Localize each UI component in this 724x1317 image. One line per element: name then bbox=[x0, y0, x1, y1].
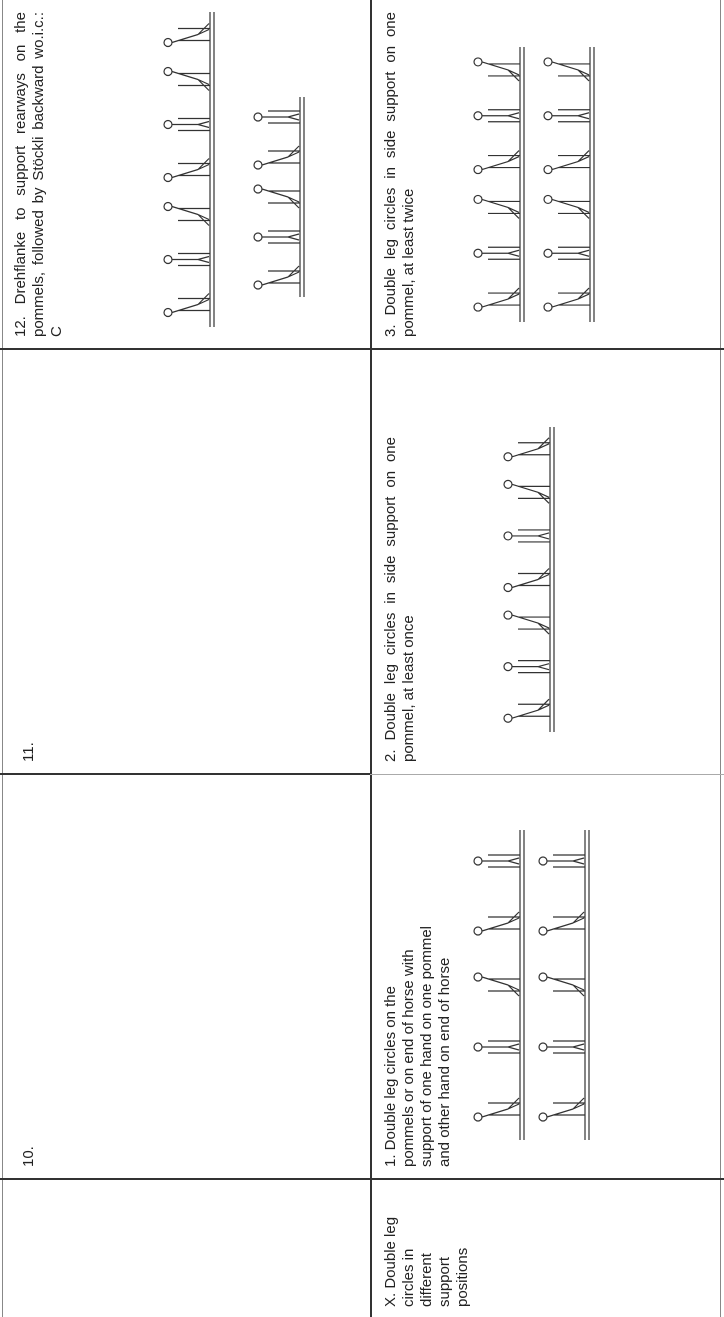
gymnast-figure bbox=[538, 856, 548, 866]
gymnast-figure bbox=[547, 1040, 585, 1054]
gymnast-figure bbox=[551, 198, 590, 219]
gymnast-figure bbox=[503, 582, 513, 593]
gymnast-figure bbox=[473, 248, 483, 258]
gymnast-figure bbox=[253, 184, 263, 194]
gymnast-figure bbox=[546, 1097, 585, 1118]
gymnast-figure bbox=[482, 246, 520, 260]
gymnast-figure bbox=[171, 205, 210, 226]
gymnast-figure bbox=[551, 150, 590, 171]
gymnast-figure bbox=[503, 662, 513, 672]
gymnast-figure bbox=[261, 145, 300, 166]
gymnast-figure bbox=[163, 172, 173, 183]
gymnast-figure bbox=[473, 1042, 483, 1052]
gymnast-figure bbox=[481, 287, 520, 308]
gymnast-figure bbox=[253, 160, 263, 170]
gymnast-figure bbox=[538, 1112, 548, 1122]
gymnast-figure bbox=[163, 119, 173, 130]
gymnast-figure bbox=[503, 610, 513, 620]
gymnast-figure bbox=[481, 198, 520, 219]
gymnast-figure bbox=[473, 1112, 483, 1122]
gymnast-figure bbox=[482, 1040, 520, 1054]
gymnast-figure bbox=[552, 246, 590, 260]
gymnast-figure bbox=[473, 302, 483, 312]
gymnast-figure bbox=[511, 698, 550, 719]
gymnast-figure bbox=[163, 201, 173, 212]
gymnast-figure bbox=[551, 287, 590, 308]
gymnast-figure bbox=[511, 483, 550, 504]
gymnast-figure bbox=[503, 479, 513, 489]
gymnast-figure bbox=[473, 926, 483, 936]
gymnast-figure bbox=[481, 61, 520, 82]
gymnast-figure bbox=[473, 111, 483, 121]
gymnast-figure bbox=[163, 254, 173, 265]
gymnast-figure bbox=[163, 66, 173, 77]
gymnast-figure bbox=[481, 1097, 520, 1118]
gymnast-figure bbox=[172, 252, 210, 267]
gymnast-figure bbox=[481, 976, 520, 997]
gymnast-figure bbox=[503, 531, 513, 541]
gymnast-figure bbox=[543, 57, 553, 67]
gymnast-figure bbox=[171, 293, 210, 314]
gymnast-figure bbox=[163, 37, 173, 48]
gymnast-figure bbox=[473, 57, 483, 67]
gymnast-figure bbox=[253, 112, 263, 122]
gymnast-figure bbox=[253, 232, 263, 242]
gymnast-figure bbox=[551, 61, 590, 82]
gymnast-figure bbox=[512, 660, 550, 674]
gymnast-figure bbox=[547, 854, 585, 868]
gymnast-figure bbox=[543, 111, 553, 121]
gymnast-figure bbox=[261, 265, 300, 286]
gymnast-figure bbox=[482, 109, 520, 123]
gymnast-figure bbox=[171, 23, 210, 44]
gymnast-figure bbox=[482, 854, 520, 868]
gymnast-figure bbox=[511, 614, 550, 635]
gymnast-figure bbox=[538, 972, 548, 982]
gymnast-figure bbox=[543, 164, 553, 175]
gymnast-figure bbox=[543, 302, 553, 312]
gymnast-figure bbox=[511, 568, 550, 589]
gymnast-figure bbox=[543, 194, 553, 205]
gymnast-figure bbox=[171, 158, 210, 179]
gymnast-figure bbox=[473, 194, 483, 205]
gymnast-figure bbox=[171, 70, 210, 91]
gymnast-figure bbox=[262, 110, 300, 124]
gymnast-figure bbox=[512, 529, 550, 543]
gymnast-figure bbox=[481, 911, 520, 932]
gymnast-figure bbox=[503, 452, 513, 462]
gymnast-figure bbox=[511, 437, 550, 458]
gymnast-figure bbox=[473, 856, 483, 866]
gymnast-figure bbox=[163, 307, 173, 318]
gymnast-figure bbox=[503, 713, 513, 723]
gymnast-figure bbox=[481, 150, 520, 171]
gymnast-figure bbox=[473, 972, 483, 982]
gymnast-figure bbox=[262, 230, 300, 244]
gymnast-figure bbox=[473, 164, 483, 175]
gymnast-figure bbox=[261, 188, 300, 209]
gymnast-figure bbox=[546, 976, 585, 997]
gymnast-figure bbox=[543, 248, 553, 258]
gymnast-figure bbox=[552, 109, 590, 123]
gymnast-figure bbox=[172, 117, 210, 132]
gymnast-figure bbox=[538, 926, 548, 936]
gymnast-figure bbox=[538, 1042, 548, 1052]
gymnast-figure bbox=[546, 911, 585, 932]
gymnast-figure bbox=[253, 280, 263, 290]
